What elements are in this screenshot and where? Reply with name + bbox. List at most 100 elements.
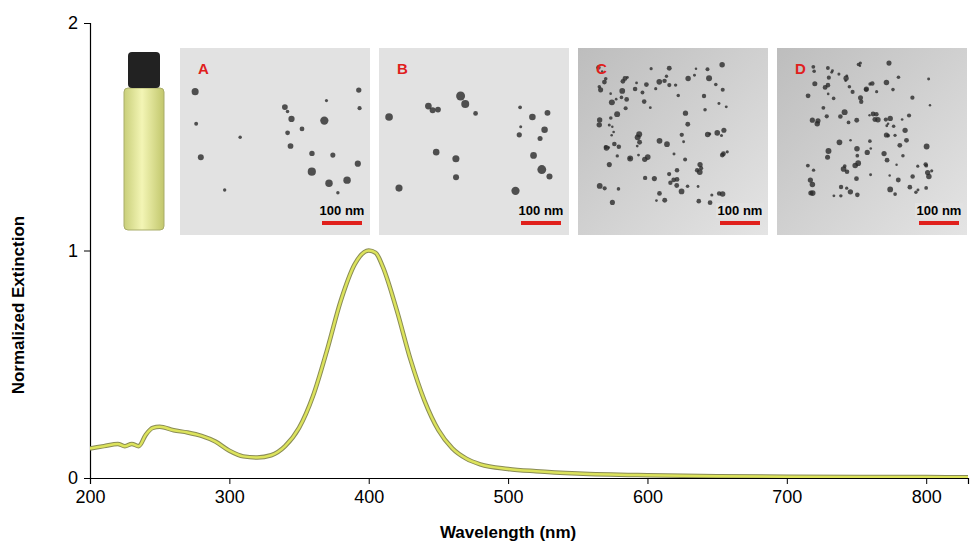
particle xyxy=(865,150,870,155)
particle xyxy=(854,118,859,123)
particle xyxy=(811,65,815,69)
particle xyxy=(343,176,350,183)
particle xyxy=(886,61,891,66)
particle xyxy=(855,154,859,158)
particle xyxy=(870,81,875,86)
particle xyxy=(854,146,860,152)
particle xyxy=(810,190,816,196)
y-tick-label: 2 xyxy=(68,13,78,33)
vial-bg xyxy=(115,48,173,235)
particle xyxy=(537,165,546,174)
plot: 200300400500600700800012 xyxy=(68,13,969,507)
x-tick: 600 xyxy=(633,478,663,507)
particle xyxy=(664,141,670,147)
particle xyxy=(721,88,725,92)
particle xyxy=(674,83,677,86)
particle xyxy=(667,83,671,87)
particle xyxy=(872,117,877,122)
particle xyxy=(706,75,712,81)
particle xyxy=(685,76,690,81)
particle xyxy=(887,123,890,126)
particle xyxy=(285,130,290,135)
particle xyxy=(924,144,930,150)
particle xyxy=(721,128,726,133)
particle xyxy=(683,158,687,162)
particle xyxy=(901,118,904,121)
particle xyxy=(679,189,685,195)
particle xyxy=(609,92,612,95)
x-axis-title: Wavelength (nm) xyxy=(440,523,576,542)
particle xyxy=(717,191,721,195)
particle xyxy=(827,93,830,96)
particle xyxy=(885,158,890,163)
particle xyxy=(635,82,638,85)
particle xyxy=(626,76,629,79)
particle xyxy=(845,187,848,190)
particle xyxy=(851,90,855,94)
particle xyxy=(821,106,825,110)
particle xyxy=(705,67,709,71)
particle xyxy=(667,172,671,176)
particle xyxy=(703,108,707,112)
particle xyxy=(435,107,441,113)
particle xyxy=(603,186,607,190)
panel-bg xyxy=(379,48,569,235)
particle xyxy=(843,164,847,168)
particle xyxy=(815,118,820,123)
particle xyxy=(686,184,690,188)
particle xyxy=(893,134,896,137)
particle xyxy=(826,66,830,70)
particle xyxy=(881,151,886,156)
particle xyxy=(839,185,843,189)
particle xyxy=(927,77,930,80)
particle xyxy=(685,122,690,127)
particle xyxy=(597,183,603,189)
x-tick: 200 xyxy=(75,478,105,507)
x-tick-label: 400 xyxy=(354,487,384,507)
particle xyxy=(665,75,668,78)
particle xyxy=(848,85,852,89)
particle xyxy=(453,174,459,180)
vial-liquid xyxy=(124,88,164,230)
particle xyxy=(884,132,889,137)
particle xyxy=(198,154,204,160)
particle xyxy=(649,106,652,109)
scale-bar-label: 100 nm xyxy=(320,203,365,218)
tem-panel: D100 nm xyxy=(777,48,967,235)
y-tick-mark xyxy=(84,23,90,24)
x-tick-label: 600 xyxy=(633,487,663,507)
panel-label: C xyxy=(596,60,607,77)
particle xyxy=(910,174,914,178)
particle xyxy=(615,98,618,101)
particle xyxy=(656,79,662,85)
particle xyxy=(519,125,522,128)
y-tick: 1 xyxy=(68,241,90,261)
particle xyxy=(612,131,615,134)
particle xyxy=(616,154,619,157)
x-tick-mark xyxy=(926,478,927,484)
particle xyxy=(827,76,831,80)
particle xyxy=(812,168,815,171)
particle xyxy=(456,92,465,101)
particle xyxy=(705,132,710,137)
particle xyxy=(300,127,305,132)
x-tick-label: 800 xyxy=(912,487,942,507)
line-outline xyxy=(90,251,968,478)
particle xyxy=(385,113,393,121)
panel-label: A xyxy=(198,60,209,77)
scale-bar xyxy=(521,221,561,225)
particle xyxy=(675,177,680,182)
particle xyxy=(924,186,928,190)
particle xyxy=(604,77,608,81)
x-tick-mark xyxy=(369,478,370,484)
y-tick: 0 xyxy=(68,468,90,488)
scale-text-bg xyxy=(517,203,565,218)
particle xyxy=(597,117,602,122)
particle xyxy=(859,100,863,104)
particle xyxy=(923,162,927,166)
scale-text-bg xyxy=(915,203,963,218)
particle xyxy=(838,114,843,119)
particle xyxy=(826,148,832,154)
scale-bar-label: 100 nm xyxy=(519,203,564,218)
particle xyxy=(904,138,909,143)
